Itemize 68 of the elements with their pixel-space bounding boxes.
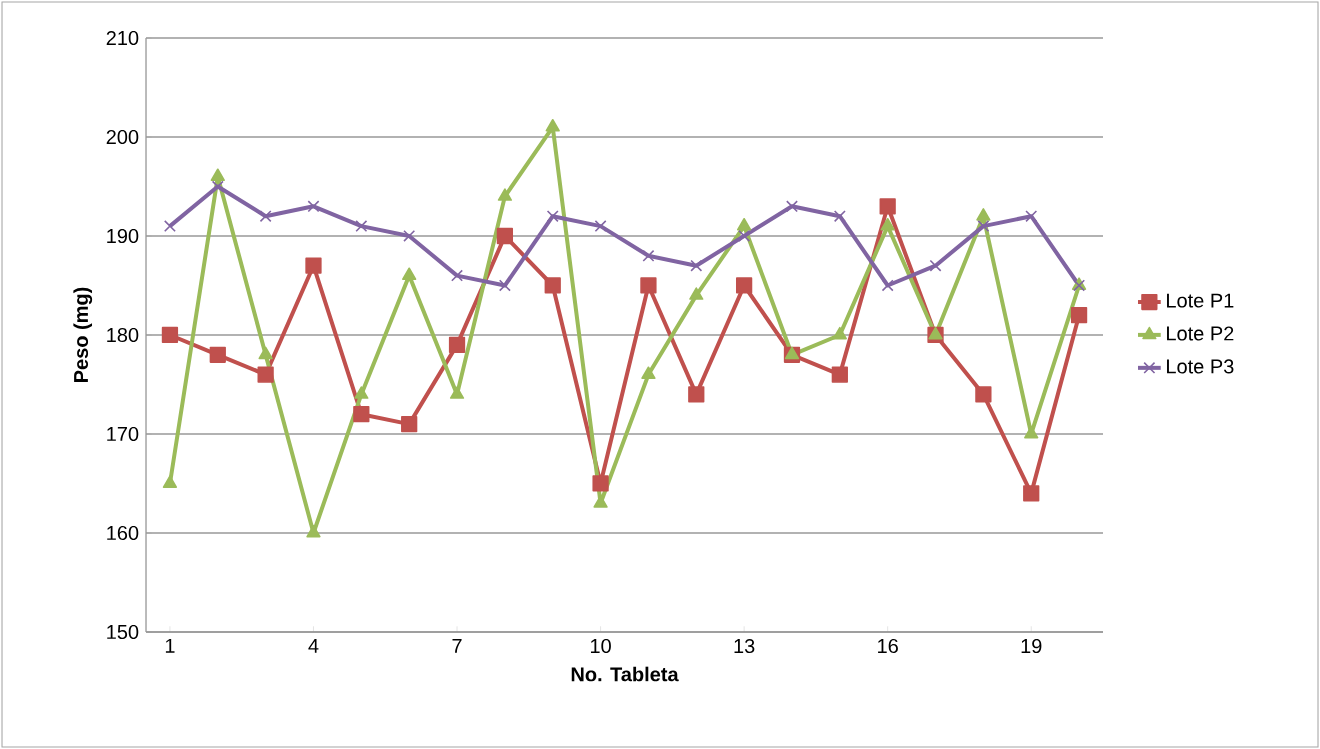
point xyxy=(210,168,225,182)
point xyxy=(928,326,943,340)
x-axis-title: No. Tableta xyxy=(571,666,679,682)
x-tick-label: 16 xyxy=(878,638,898,654)
legend-label: Lote P2 xyxy=(1167,326,1234,341)
point xyxy=(498,279,511,292)
point xyxy=(403,230,416,242)
point xyxy=(451,269,464,282)
point xyxy=(354,386,369,399)
point xyxy=(544,277,561,294)
point xyxy=(496,227,514,245)
legend-label: Lote P1 xyxy=(1167,293,1234,308)
y-axis-title: Peso (mg) xyxy=(73,287,93,382)
point xyxy=(592,475,609,492)
point xyxy=(736,217,752,231)
point xyxy=(305,257,322,274)
point xyxy=(355,220,368,233)
y-tick-label: 190 xyxy=(107,228,139,244)
point xyxy=(881,279,894,292)
x-tick-label: 7 xyxy=(452,638,462,653)
x-tick-label: 13 xyxy=(734,638,755,654)
point xyxy=(161,326,179,344)
x-tick-label: 10 xyxy=(590,638,611,654)
point xyxy=(546,210,559,223)
point xyxy=(879,198,896,215)
point xyxy=(1025,210,1038,223)
point xyxy=(690,259,703,272)
point xyxy=(1024,425,1039,439)
point xyxy=(353,406,370,423)
point xyxy=(640,277,657,294)
x-tick-label: 19 xyxy=(1021,638,1042,654)
y-tick-label: 170 xyxy=(107,426,139,442)
point xyxy=(449,386,465,399)
point xyxy=(688,386,705,403)
y-tick-label: 180 xyxy=(107,327,139,343)
point xyxy=(209,346,226,363)
point xyxy=(976,208,991,221)
y-tick-label: 160 xyxy=(107,525,139,541)
point xyxy=(977,220,990,233)
point xyxy=(1070,307,1088,324)
point xyxy=(258,346,273,360)
y-tick-label: 150 xyxy=(107,624,139,640)
point xyxy=(832,326,847,340)
point xyxy=(1023,485,1040,502)
point xyxy=(642,249,655,262)
point xyxy=(163,220,176,233)
point xyxy=(880,217,895,231)
point xyxy=(306,524,321,538)
point xyxy=(975,386,992,403)
point xyxy=(641,366,656,380)
point xyxy=(307,200,320,213)
y-tick-label: 210 xyxy=(106,30,139,46)
y-tick-label: 200 xyxy=(106,129,139,145)
point xyxy=(689,287,704,300)
point xyxy=(497,188,513,201)
x-tick-label: 4 xyxy=(308,638,319,653)
point xyxy=(831,366,848,383)
point xyxy=(594,220,607,233)
point xyxy=(786,200,798,213)
legend-label: Lote P3 xyxy=(1167,359,1234,374)
point xyxy=(259,210,272,223)
point xyxy=(402,267,417,281)
x-tick-label: 1 xyxy=(165,638,175,653)
point xyxy=(736,277,753,294)
point xyxy=(257,366,274,383)
point xyxy=(162,475,178,488)
point xyxy=(401,415,418,433)
point xyxy=(448,336,466,354)
